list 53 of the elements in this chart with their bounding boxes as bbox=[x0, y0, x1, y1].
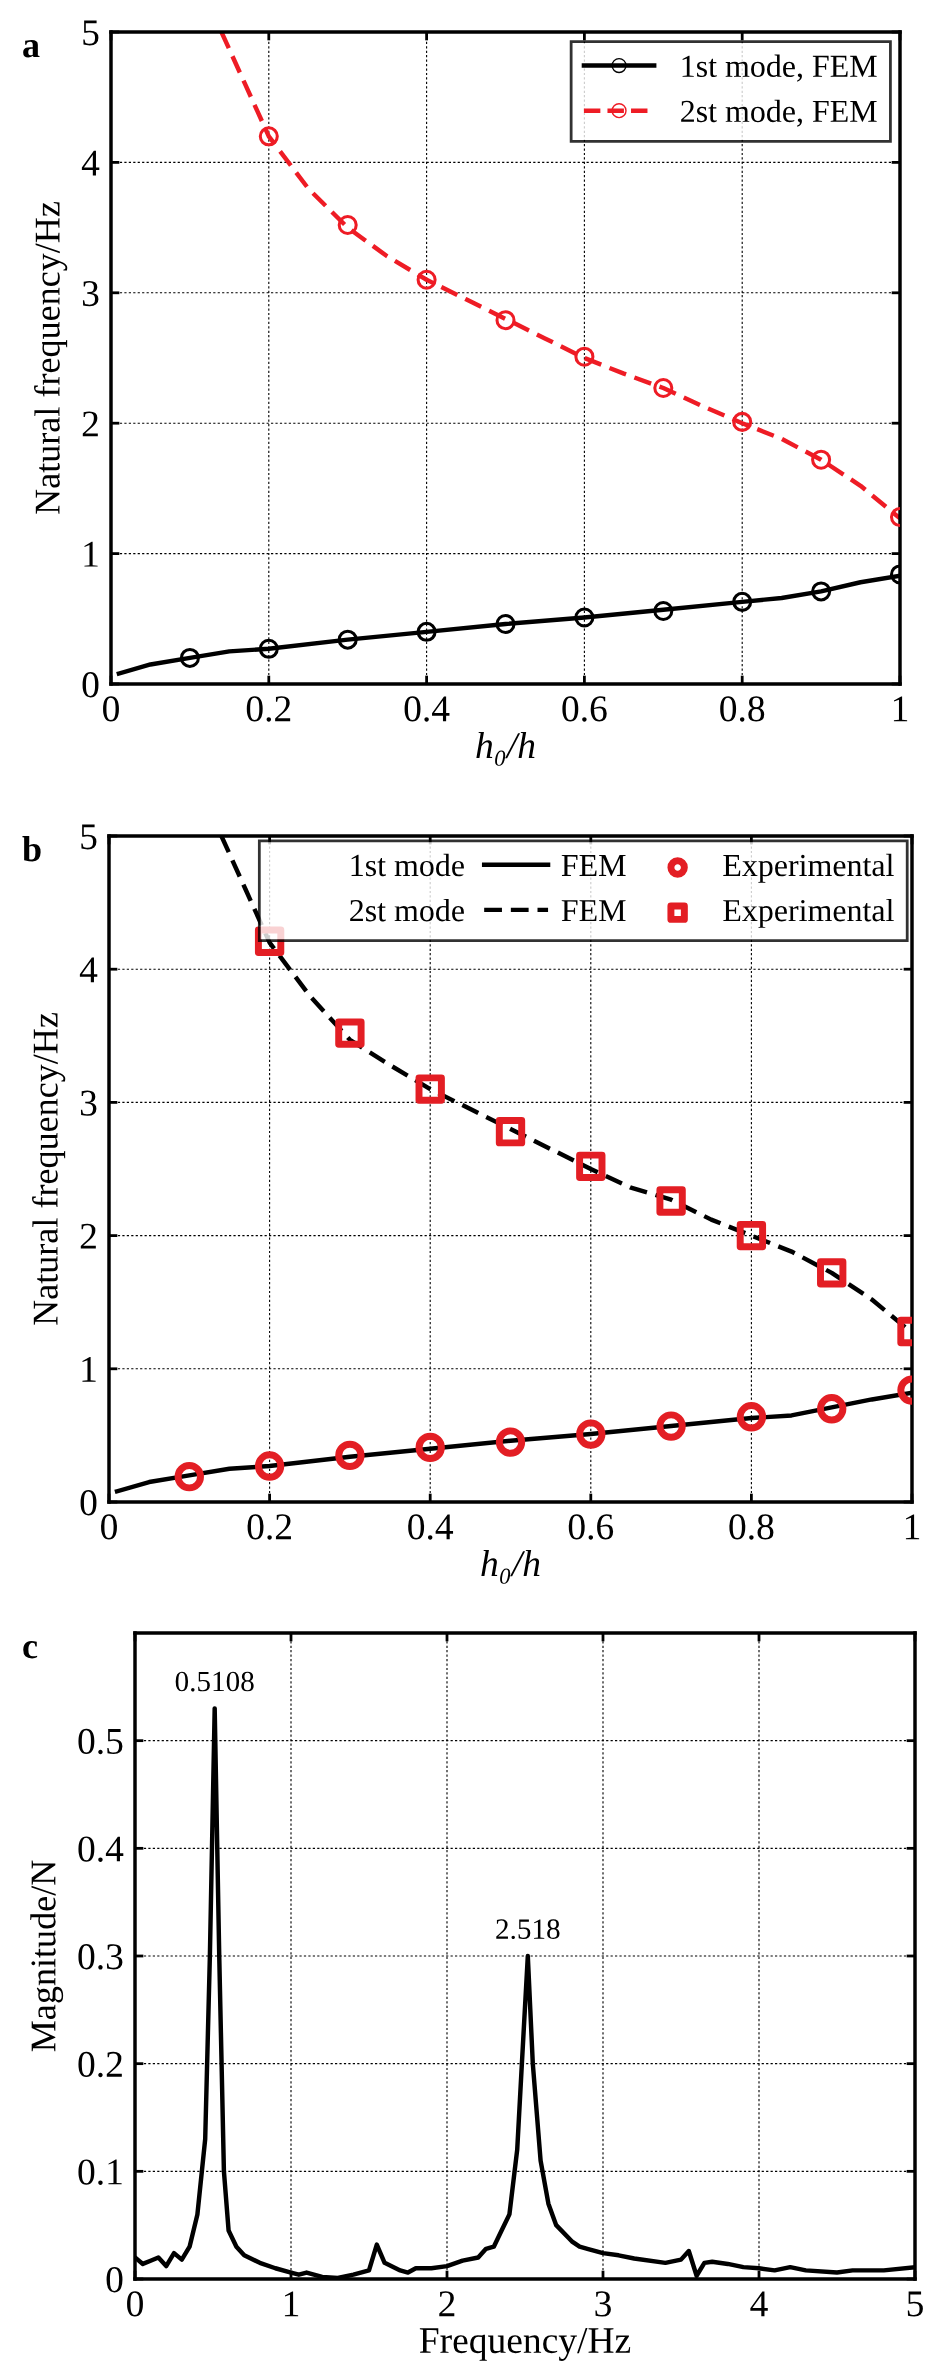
y-tick-label: 4 bbox=[79, 957, 98, 983]
legend-label: FEM bbox=[561, 900, 626, 922]
y-tick-label: 0.5 bbox=[78, 1728, 123, 1755]
y-tick-label: 1 bbox=[84, 541, 98, 567]
annotation: 1st mode bbox=[351, 853, 464, 877]
x-tick-label: 0.2 bbox=[247, 1514, 291, 1540]
x-tick-label: 0.4 bbox=[404, 696, 450, 722]
y-tick-label: 5 bbox=[81, 824, 97, 850]
y-tick-label: 0.4 bbox=[78, 1836, 124, 1862]
y-tick-label: 2 bbox=[80, 1223, 96, 1249]
x-tick-label: 1 bbox=[284, 2291, 299, 2317]
y-tick-label: 2 bbox=[82, 411, 98, 437]
x-tick-label: 0 bbox=[127, 2291, 143, 2317]
y-tick-label: 3 bbox=[82, 280, 99, 307]
annotation: 0.5108 bbox=[175, 1671, 254, 1692]
legend-label: Experimental bbox=[723, 853, 894, 883]
x-tick-label: 0.8 bbox=[729, 1514, 774, 1540]
legend-label: FEM bbox=[561, 855, 626, 876]
y-tick-label: 4 bbox=[81, 150, 100, 176]
x-axis-title: Frequency/Hz bbox=[419, 2328, 631, 2361]
chart-title: c bbox=[23, 1641, 38, 1659]
x-tick-label: 0.8 bbox=[720, 696, 765, 722]
x-tick-label: 4 bbox=[750, 2291, 768, 2317]
y-tick-label: 0.3 bbox=[78, 1944, 123, 1970]
y-axis-title: Natural frequency/Hz bbox=[32, 1013, 66, 1325]
legend-label: 2st mode, FEM bbox=[681, 99, 877, 127]
x-tick-label: 2 bbox=[439, 2291, 455, 2317]
x-axis-title: h₀/h bbox=[481, 1549, 540, 1584]
x-tick-label: 0.4 bbox=[408, 1514, 454, 1540]
y-tick-label: 5 bbox=[83, 20, 99, 46]
y-tick-label: 0.1 bbox=[78, 2159, 122, 2185]
legend-label: Experimental bbox=[723, 898, 894, 928]
y-tick-label: 0 bbox=[82, 672, 99, 698]
chart-title: a bbox=[23, 40, 40, 58]
y-tick-label: 0 bbox=[80, 1490, 97, 1516]
x-tick-label: 0.2 bbox=[246, 696, 291, 722]
x-axis-title: h₀/h bbox=[476, 731, 535, 766]
y-tick-label: 0 bbox=[106, 2267, 123, 2293]
x-tick-label: 0.6 bbox=[568, 1514, 614, 1540]
annotation: 2st mode bbox=[350, 898, 464, 922]
y-tick-label: 3 bbox=[80, 1090, 97, 1116]
x-tick-label: 1 bbox=[893, 696, 908, 722]
x-tick-label: 1 bbox=[905, 1514, 920, 1540]
chart-title: b bbox=[22, 836, 41, 862]
x-tick-label: 0.6 bbox=[562, 696, 607, 722]
y-axis-title: Magnitude/N bbox=[30, 1860, 64, 2052]
y-axis-title: Natural frequency/Hz bbox=[34, 202, 68, 514]
legend-label: 1st mode, FEM bbox=[682, 54, 877, 82]
x-tick-label: 3 bbox=[595, 2291, 611, 2317]
x-tick-label: 5 bbox=[907, 2291, 923, 2317]
y-tick-label: 1 bbox=[82, 1357, 96, 1382]
y-tick-label: 0.2 bbox=[78, 2051, 122, 2078]
annotation: 2.518 bbox=[496, 1919, 560, 1940]
